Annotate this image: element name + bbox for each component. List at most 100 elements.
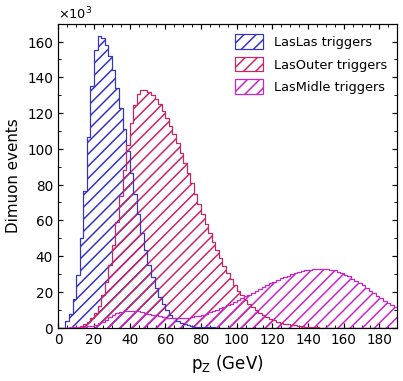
Bar xyxy=(147,265,151,328)
Bar xyxy=(151,96,154,328)
Bar xyxy=(365,288,368,328)
Bar xyxy=(326,269,329,328)
Bar xyxy=(204,314,208,328)
Bar xyxy=(190,326,194,328)
Bar xyxy=(376,296,379,328)
Bar xyxy=(94,50,98,328)
Bar xyxy=(237,300,240,328)
Bar xyxy=(129,123,133,328)
Bar xyxy=(119,312,123,328)
Bar xyxy=(343,275,347,328)
Bar xyxy=(172,319,176,328)
Bar xyxy=(169,126,172,328)
X-axis label: p$_{\mathregular{Z}}$ (GeV): p$_{\mathregular{Z}}$ (GeV) xyxy=(191,353,264,375)
Bar xyxy=(372,293,376,328)
Bar xyxy=(304,327,308,328)
Bar xyxy=(176,319,179,328)
Bar xyxy=(290,325,293,328)
Bar xyxy=(98,37,101,328)
Bar xyxy=(183,163,187,328)
Bar xyxy=(169,318,172,328)
Bar xyxy=(158,316,162,328)
Bar xyxy=(233,285,237,328)
Bar xyxy=(308,270,312,328)
Bar xyxy=(126,146,129,328)
Bar xyxy=(112,71,115,328)
Bar xyxy=(194,327,197,328)
Bar xyxy=(76,275,80,328)
Bar xyxy=(240,298,244,328)
Bar xyxy=(94,313,98,328)
Bar xyxy=(268,319,272,328)
Bar xyxy=(90,326,94,328)
Bar xyxy=(297,326,301,328)
Bar xyxy=(208,312,212,328)
Bar xyxy=(254,310,258,328)
Bar xyxy=(361,286,365,328)
Bar xyxy=(287,324,290,328)
Text: $\times10^{3}$: $\times10^{3}$ xyxy=(58,6,93,22)
Bar xyxy=(115,88,119,328)
Bar xyxy=(244,296,247,328)
Bar xyxy=(179,323,183,328)
Bar xyxy=(90,87,94,328)
Bar xyxy=(162,111,165,328)
Bar xyxy=(222,266,226,328)
Bar xyxy=(162,304,165,328)
Bar xyxy=(337,272,340,328)
Bar xyxy=(165,310,169,328)
Bar xyxy=(154,288,158,328)
Bar xyxy=(144,313,147,328)
Bar xyxy=(147,314,151,328)
Bar xyxy=(247,304,251,328)
Bar xyxy=(393,307,397,328)
Bar xyxy=(312,327,315,328)
Bar xyxy=(229,304,233,328)
Bar xyxy=(290,274,293,328)
Bar xyxy=(140,312,144,328)
Bar xyxy=(222,307,226,328)
Bar xyxy=(301,326,304,328)
Bar xyxy=(83,191,87,328)
Bar xyxy=(119,197,123,328)
Bar xyxy=(297,272,301,328)
Bar xyxy=(112,315,115,328)
Bar xyxy=(80,327,83,328)
Bar xyxy=(183,325,187,328)
Bar xyxy=(108,266,112,328)
Bar xyxy=(383,301,386,328)
Bar xyxy=(169,315,172,328)
Bar xyxy=(115,222,119,328)
Bar xyxy=(162,317,165,328)
Bar xyxy=(129,173,133,328)
Bar xyxy=(172,319,176,328)
Bar xyxy=(251,293,254,328)
Bar xyxy=(397,309,401,328)
Bar xyxy=(322,269,326,328)
Bar xyxy=(315,327,318,328)
Bar xyxy=(133,311,137,328)
Bar xyxy=(251,307,254,328)
Bar xyxy=(318,269,322,328)
Bar xyxy=(101,322,105,328)
Bar xyxy=(212,311,215,328)
Bar xyxy=(276,322,279,328)
Bar xyxy=(240,296,244,328)
Bar xyxy=(183,318,187,328)
Bar xyxy=(258,289,262,328)
Bar xyxy=(65,321,69,328)
Bar xyxy=(333,271,337,328)
Bar xyxy=(197,327,201,328)
Bar xyxy=(354,281,358,328)
Bar xyxy=(215,310,219,328)
Bar xyxy=(279,279,283,328)
Bar xyxy=(368,291,372,328)
Bar xyxy=(208,233,212,328)
Bar xyxy=(226,305,229,328)
Bar xyxy=(176,144,179,328)
Bar xyxy=(201,315,204,328)
Bar xyxy=(201,327,204,328)
Bar xyxy=(301,271,304,328)
Bar xyxy=(158,105,162,328)
Bar xyxy=(154,100,158,328)
